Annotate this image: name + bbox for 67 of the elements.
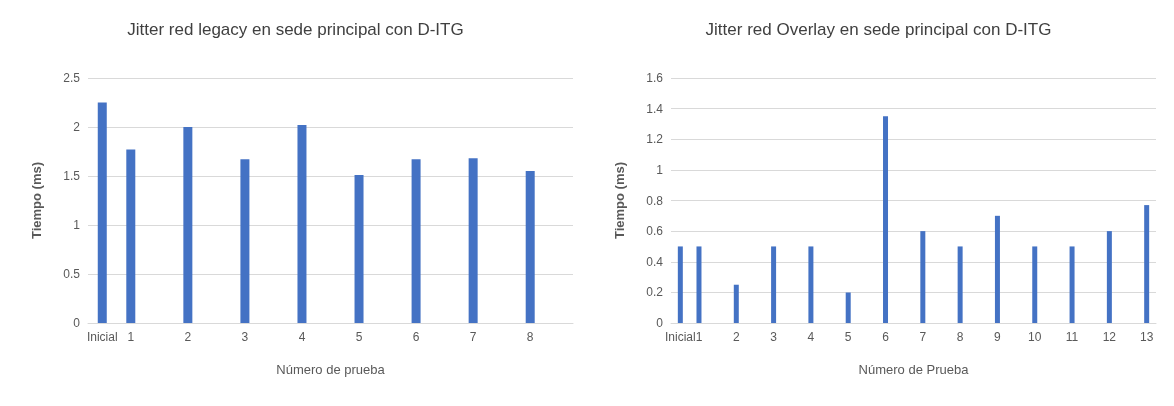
x-tick-label: 9 — [994, 330, 1002, 344]
x-tick-label: 7 — [919, 330, 927, 344]
bar — [411, 159, 421, 323]
x-tick-label: 10 — [1028, 330, 1042, 344]
x-tick-label: 2 — [732, 330, 740, 344]
x-tick-label: Inicial — [664, 330, 696, 344]
x-tick-label: Inicial — [86, 330, 118, 344]
y-tick-label: 2.5 — [63, 71, 81, 85]
y-tick-label: 1 — [73, 218, 81, 232]
bar — [677, 246, 683, 323]
y-tick-label: 0.2 — [646, 285, 664, 300]
bar — [297, 125, 307, 323]
bar — [1032, 246, 1038, 323]
x-tick-label: 11 — [1065, 330, 1079, 344]
bar — [525, 171, 535, 323]
chart-title: Jitter red Overlay en sede principal con D-ITG — [705, 20, 1052, 39]
bar — [1106, 231, 1112, 323]
x-tick-label: 5 — [355, 330, 363, 344]
y-tick-label: 1.2 — [646, 132, 664, 147]
x-tick-label: 12 — [1102, 330, 1117, 344]
bar — [354, 175, 364, 323]
x-axis-title: Número de Prueba — [858, 362, 970, 377]
y-tick-label: 0 — [656, 316, 664, 330]
bar — [126, 149, 136, 323]
x-tick-label: 1 — [127, 330, 135, 344]
bar — [240, 159, 250, 323]
x-axis-title: Número de prueba — [276, 362, 386, 377]
y-tick-label: 0.5 — [63, 267, 81, 281]
y-tick-label: 1.6 — [646, 71, 664, 85]
x-tick-label: 3 — [770, 330, 778, 344]
y-tick-label: 2 — [73, 120, 81, 134]
bar — [1144, 205, 1150, 323]
y-tick-label: 0.6 — [646, 224, 664, 239]
y-tick-label: 0 — [73, 316, 81, 330]
y-tick-label: 0.4 — [646, 254, 664, 269]
x-tick-label: 6 — [412, 330, 420, 344]
y-tick-label: 1.5 — [63, 169, 81, 183]
bar — [845, 292, 851, 323]
bar — [696, 246, 702, 323]
x-tick-label: 6 — [882, 330, 890, 344]
y-axis-title: Tiempo (ms) — [612, 161, 627, 240]
x-tick-label: 4 — [807, 330, 815, 344]
bar — [468, 158, 478, 323]
bar — [97, 102, 107, 323]
x-tick-label: 4 — [298, 330, 306, 344]
bar — [183, 127, 193, 323]
x-tick-label: 7 — [469, 330, 477, 344]
x-tick-label: 2 — [184, 330, 192, 344]
x-tick-label: 8 — [956, 330, 964, 344]
y-tick-label: 1 — [656, 162, 664, 177]
x-tick-label: 13 — [1139, 330, 1154, 344]
bar — [957, 246, 963, 323]
x-tick-label: 5 — [844, 330, 852, 344]
y-tick-label: 1.4 — [646, 101, 664, 116]
bar — [994, 215, 1000, 323]
bar — [733, 284, 739, 323]
bar — [771, 246, 777, 323]
x-tick-label: 3 — [241, 330, 249, 344]
y-axis-title: Tiempo (ms) — [29, 161, 44, 240]
x-tick-label: 1 — [695, 330, 703, 344]
y-tick-label: 0.8 — [646, 193, 664, 208]
chart-title: Jitter red legacy en sede principal con D-ITG — [127, 20, 464, 39]
bar — [883, 116, 889, 323]
x-tick-label: 8 — [526, 330, 534, 344]
bar — [808, 246, 814, 323]
bar — [1069, 246, 1075, 323]
bar — [920, 231, 926, 323]
